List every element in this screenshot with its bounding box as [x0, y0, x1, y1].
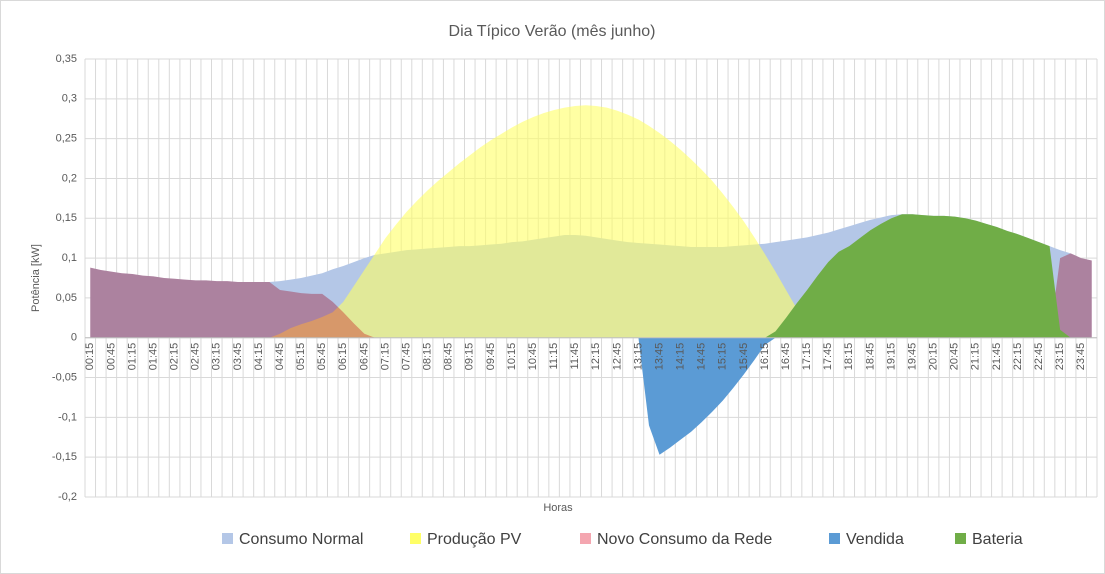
y-tick-label: -0,2 [58, 491, 77, 503]
x-tick-label: 10:15 [506, 343, 518, 371]
x-tick-label: 06:45 [358, 343, 370, 371]
x-tick-label: 19:15 [885, 343, 897, 371]
x-tick-label: 17:15 [801, 343, 813, 371]
x-tick-label: 04:15 [253, 343, 265, 371]
x-tick-label: 11:15 [548, 343, 560, 370]
x-tick-label: 06:15 [337, 343, 349, 371]
x-tick-label: 05:45 [316, 343, 328, 371]
legend-label: Bateria [972, 531, 1023, 548]
area [90, 105, 1092, 338]
legend-swatch [829, 533, 840, 544]
x-tick-label: 23:45 [1075, 343, 1087, 371]
y-tick-label: 0,2 [62, 172, 77, 184]
y-tick-label: -0,15 [52, 451, 77, 463]
x-tick-label: 07:15 [379, 343, 391, 371]
y-tick-label: 0,3 [62, 93, 77, 105]
y-tick-label: 0,05 [56, 292, 77, 304]
x-tick-label: 14:45 [696, 343, 708, 371]
y-tick-label: 0,35 [56, 53, 77, 65]
x-tick-label: 19:45 [906, 343, 918, 371]
y-tick-label: 0,25 [56, 133, 77, 145]
x-tick-label: 11:45 [569, 343, 581, 370]
x-tick-label: 09:15 [464, 343, 476, 371]
x-tick-label: 05:15 [295, 343, 307, 371]
y-tick-label: 0,15 [56, 212, 77, 224]
area [90, 214, 1092, 338]
x-tick-label: 22:15 [1012, 343, 1024, 371]
x-tick-label: 12:15 [590, 343, 602, 371]
y-tick-label: -0,1 [58, 411, 77, 423]
x-tick-label: 02:15 [169, 343, 181, 371]
chart-title: Dia Típico Verão (mês junho) [449, 23, 656, 40]
y-tick-label: -0,05 [52, 371, 77, 383]
x-axis-title: Horas [543, 502, 573, 514]
x-tick-label: 08:45 [443, 343, 455, 371]
x-tick-label: 13:45 [653, 343, 665, 371]
x-tick-label: 03:45 [232, 343, 244, 371]
legend-swatch [222, 533, 233, 544]
legend-label: Produção PV [427, 531, 522, 548]
area [90, 253, 1092, 338]
legend-label: Consumo Normal [239, 531, 363, 548]
x-tick-label: 14:15 [675, 343, 687, 371]
y-axis-title: Potência [kW] [30, 244, 42, 312]
x-tick-label: 04:45 [274, 343, 286, 371]
x-tick-label: 18:15 [843, 343, 855, 371]
y-tick-label: 0 [71, 332, 77, 344]
legend-swatch [410, 533, 421, 544]
x-tick-label: 03:15 [211, 343, 223, 371]
legend-swatch [955, 533, 966, 544]
x-tick-label: 09:45 [485, 343, 497, 371]
x-tick-label: 16:15 [759, 343, 771, 371]
x-tick-label: 21:15 [970, 343, 982, 371]
x-tick-label: 20:15 [928, 343, 940, 371]
legend-label: Vendida [846, 531, 904, 548]
x-tick-label: 20:45 [949, 343, 961, 371]
x-tick-label: 23:15 [1054, 343, 1066, 371]
x-tick-label: 07:45 [400, 343, 412, 371]
x-tick-label: 15:45 [738, 343, 750, 371]
x-tick-label: 00:45 [105, 343, 117, 371]
x-tick-label: 17:45 [822, 343, 834, 371]
x-tick-label: 16:45 [780, 343, 792, 371]
x-tick-label: 18:45 [864, 343, 876, 371]
x-tick-label: 02:45 [190, 343, 202, 371]
legend-swatch [580, 533, 591, 544]
x-tick-label: 01:45 [147, 343, 159, 371]
legend-label: Novo Consumo da Rede [597, 531, 772, 548]
x-tick-label: 10:45 [527, 343, 539, 371]
x-tick-label: 01:15 [126, 343, 138, 371]
x-tick-label: 21:45 [991, 343, 1003, 371]
x-tick-label: 15:15 [717, 343, 729, 371]
x-tick-label: 13:15 [632, 343, 644, 371]
x-tick-label: 00:15 [84, 343, 96, 371]
x-tick-label: 08:15 [422, 343, 434, 371]
x-tick-label: 22:45 [1033, 343, 1045, 371]
y-tick-label: 0,1 [62, 252, 77, 264]
x-tick-label: 12:45 [611, 343, 623, 371]
